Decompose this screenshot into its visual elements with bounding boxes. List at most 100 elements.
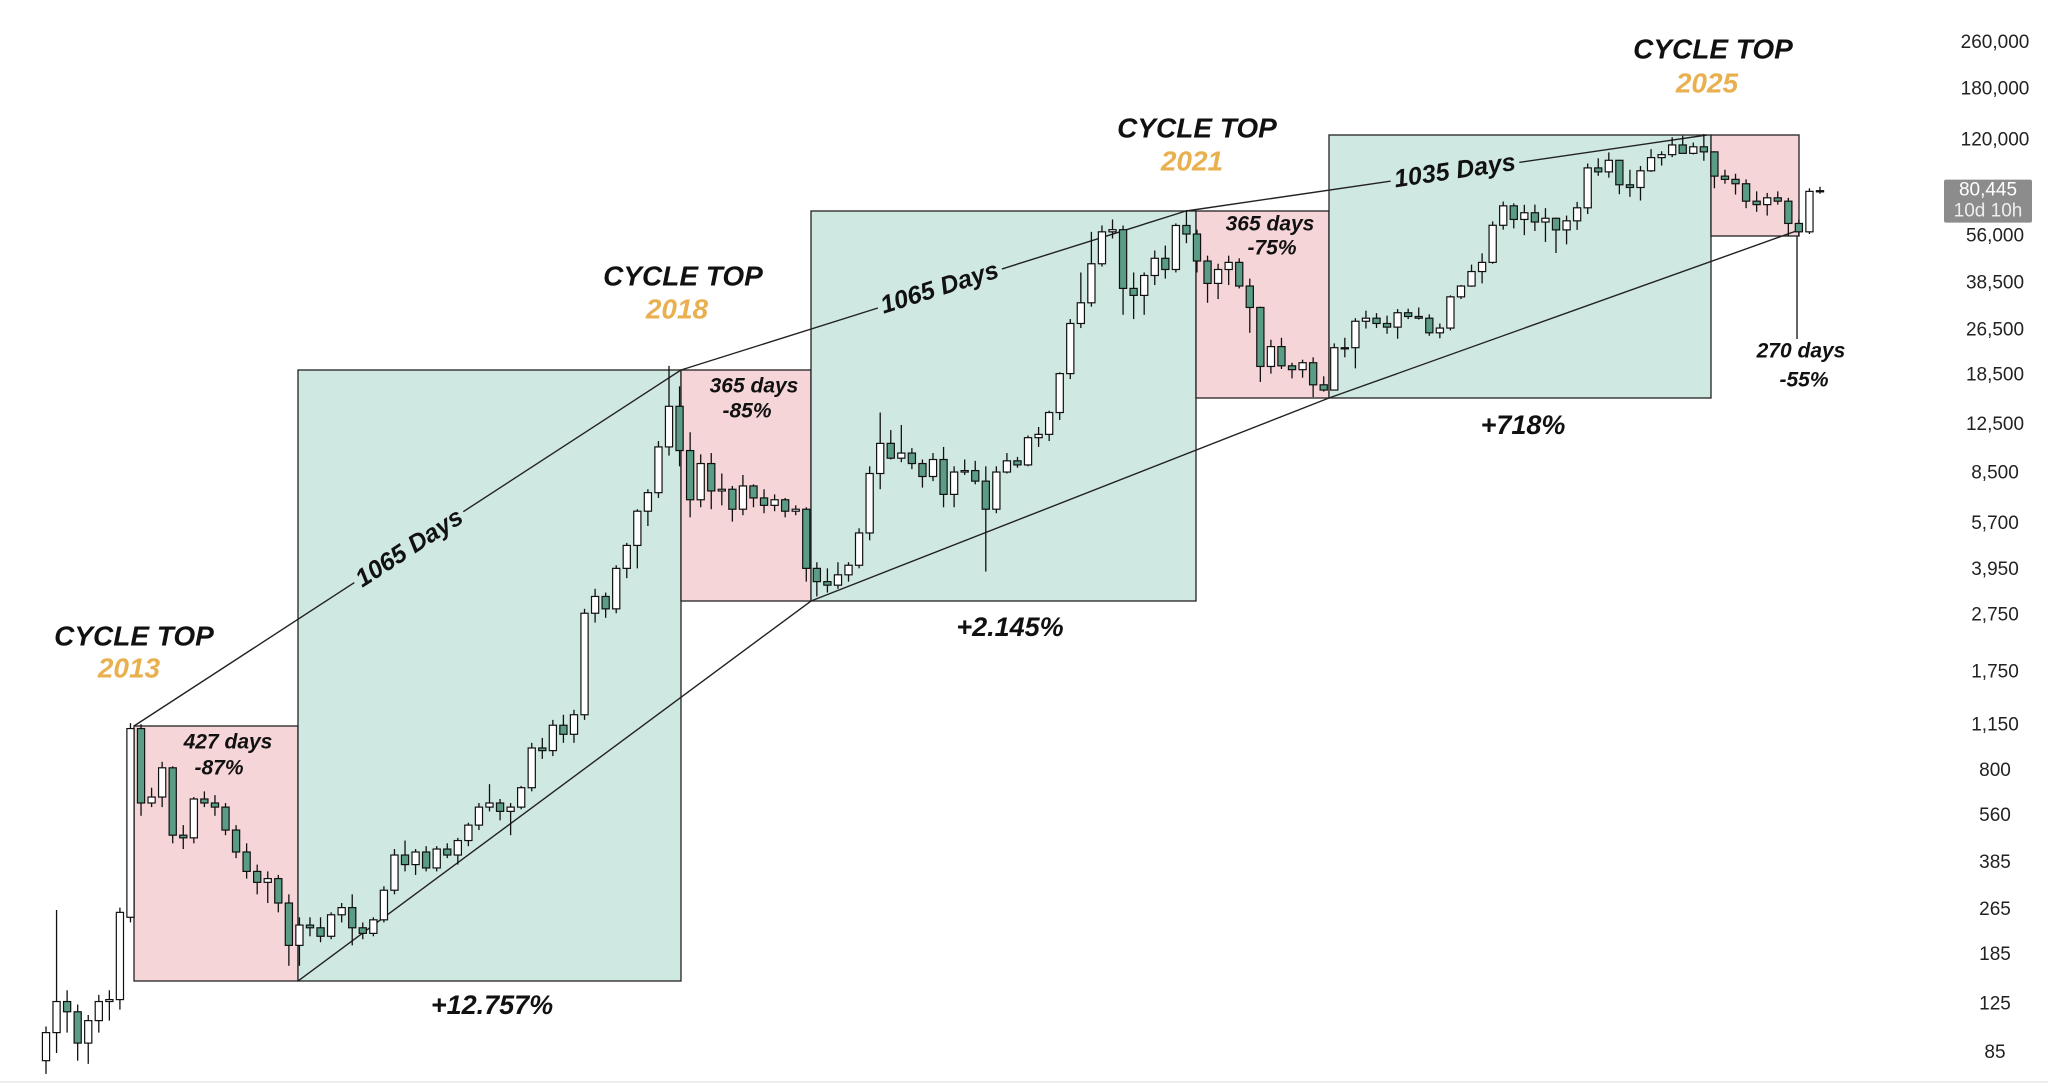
y-tick-label: 260,000 [1961,32,2030,53]
y-axis: 260,000 180,000 120,000 56,000 38,500 26,500 1… [1944,32,2032,1063]
y-tick-label: 18,500 [1966,365,2024,386]
candle-body [1509,205,1518,221]
candle-body [897,452,906,459]
candle-body [1245,285,1254,309]
candle-body [253,870,262,883]
candle-body [992,471,1001,510]
candle-body [295,924,304,946]
candle-body [1689,146,1698,154]
y-tick-label: 12,500 [1966,414,2024,435]
y-tick-label: 385 [1979,852,2011,873]
candle-body [485,802,494,808]
drawdown-change: -87% [194,757,243,780]
y-tick-label: 2,750 [1971,605,2019,626]
candle-body [94,1000,103,1022]
candle-body [696,462,705,501]
candle-body [41,1032,51,1062]
candle-body [527,747,536,789]
cycle-top-year: 2025 [1675,67,1739,98]
candle-body [907,452,917,465]
y-tick-label: 120,000 [1961,129,2030,150]
candle-body [369,919,378,934]
candle-body [358,927,367,934]
candle-body [337,907,346,916]
candle-body [263,877,272,883]
candle-body [1129,287,1138,296]
candle-body [1108,229,1117,233]
candle-body [1435,327,1445,334]
gain-label: +718% [1481,410,1566,440]
candle-body [1034,433,1043,439]
candle-body [1097,231,1107,265]
candle-body [157,767,167,798]
candle-body [200,798,209,804]
cycle-top-year: 2013 [97,652,161,683]
candle-body [1604,159,1613,173]
candle-body [284,902,294,946]
candle-body [1403,312,1413,318]
candle-body [1287,365,1297,371]
candle-body [1150,257,1159,277]
candle-body [1044,411,1054,435]
candle-body [464,824,473,842]
drawdown-days: 365 days [1226,213,1315,236]
candle-body [1023,437,1033,466]
candle-body [949,471,959,495]
candle-body [886,442,895,459]
candle-body [1657,154,1666,159]
candle-body [1446,296,1455,329]
candle-body [495,802,505,812]
candle-body [316,927,325,937]
candle-body [105,998,114,1003]
candle-body [1361,317,1371,322]
candle-body [136,727,146,804]
candle-body [749,485,758,499]
candle-body [1541,217,1550,223]
candle-body [1551,217,1561,231]
candle-body [1340,347,1350,350]
candle-body [1235,261,1244,287]
y-tick-label: 5,700 [1971,513,2019,534]
candle-body [759,497,769,506]
candle-body [1752,200,1761,206]
candle-body [1425,317,1434,334]
candle-body [1213,268,1223,285]
candle-body [844,564,853,576]
candle-body [643,492,653,512]
gain-label: +12.757% [431,990,553,1020]
candle-body [506,806,515,812]
candle-body [1499,205,1508,226]
candle-body [1330,347,1339,391]
candle-body [1636,170,1645,189]
candle-body [707,462,716,492]
candle-body [971,469,980,482]
candle-body [1118,229,1128,290]
candle-body [1203,260,1212,285]
drawdown-days: 365 days [710,375,799,398]
y-tick-label: 265 [1979,899,2011,920]
candle-body [62,1000,72,1013]
candle-body [1319,384,1328,391]
candle-body [1372,317,1381,325]
candle-body [210,802,220,808]
candle-body [1731,178,1740,185]
candle-body [1087,263,1096,304]
candle-body [516,787,526,808]
price-tag-value: 80,445 [1959,180,2017,201]
candle-body [52,1000,61,1034]
candle-body [1351,320,1360,349]
candle-body [1594,167,1603,173]
candle-body [1298,362,1307,371]
candle-body [939,458,948,495]
candle-body [1256,306,1265,368]
candle-body [654,446,663,494]
candle-body [147,796,156,804]
candle-body [421,851,431,869]
candle-body [1161,257,1170,271]
cycle-top-label: CYCLE TOP [54,620,214,651]
candle-body [1815,190,1825,193]
candle-body [453,839,463,856]
drawdown-days: 427 days [183,731,273,754]
